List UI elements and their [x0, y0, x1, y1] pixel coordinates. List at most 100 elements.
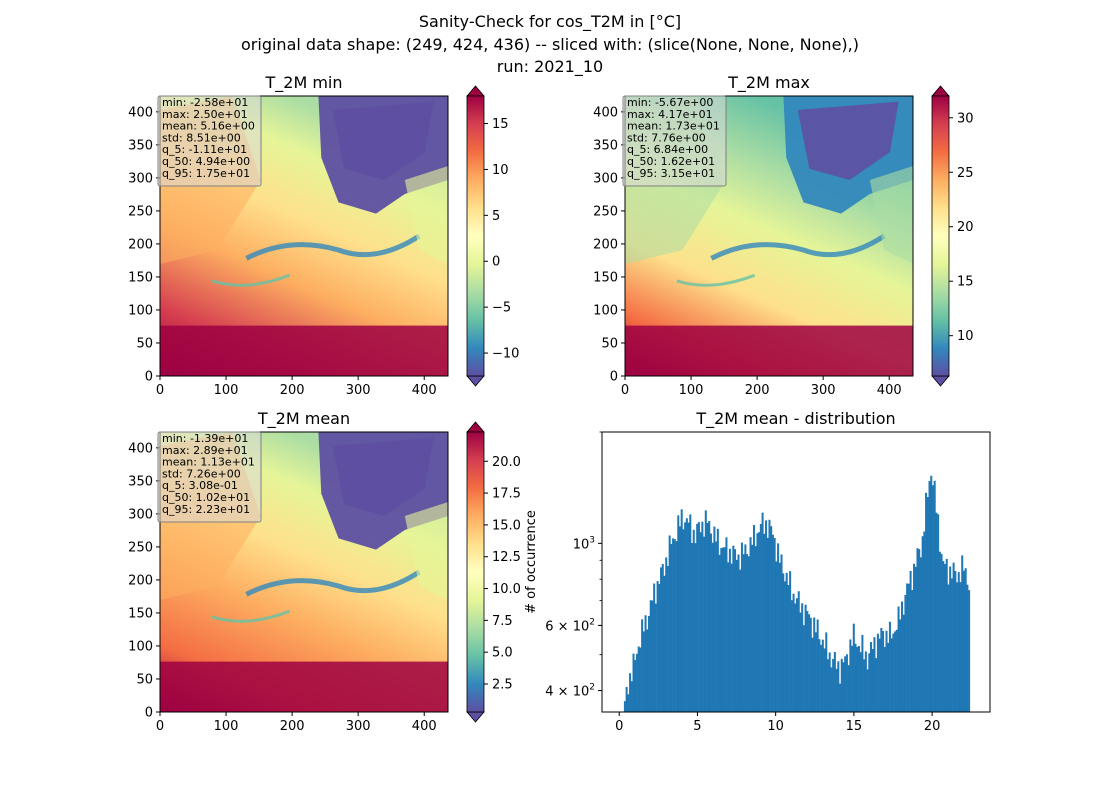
mean-x-tick-label: 400: [412, 719, 437, 734]
min-stat-line: min: -2.58e+01: [162, 96, 248, 109]
panel-distribution: T_2M mean - distribution 0 5 10 15 20 103 6 × 1…: [524, 409, 991, 734]
histogram-bar: [844, 656, 847, 712]
histogram-bar: [911, 590, 914, 712]
histogram-bar: [935, 512, 938, 712]
histogram-bar: [666, 565, 669, 712]
min-y-tick-label: 200: [128, 237, 153, 252]
mean-x-tick-label: 200: [280, 719, 305, 734]
histogram-bar: [675, 541, 678, 712]
histogram-bar: [783, 581, 786, 712]
histogram-bar: [732, 545, 735, 712]
min-x-tick-label: 200: [280, 383, 305, 398]
histogram-bar: [704, 510, 707, 712]
histogram-bar: [888, 621, 891, 712]
max-x-tick-label: 300: [811, 383, 836, 398]
histogram-bar: [727, 562, 730, 712]
histogram-bar: [818, 639, 821, 712]
histogram-bar: [851, 645, 854, 712]
histogram-bar: [837, 661, 840, 712]
mean-axes-frame: [159, 431, 449, 713]
histogram-bar: [692, 529, 695, 712]
histogram-bar: [849, 639, 852, 712]
histogram-bar: [873, 637, 876, 712]
histogram-bar: [882, 631, 885, 712]
histogram-bar: [632, 653, 635, 712]
max-y-tick-label: 200: [593, 237, 618, 252]
distribution-panel-title: T_2M mean - distribution: [695, 409, 895, 429]
histogram-bar: [899, 619, 902, 712]
max-colorbar-tick-label: 20: [957, 220, 974, 235]
histogram-bar: [765, 520, 768, 712]
max-stat-line: q_5: 6.84e+00: [627, 143, 708, 156]
histogram-bar: [746, 554, 749, 712]
histogram-bar: [720, 548, 723, 712]
max-colorbar: 10 15 20 25 30: [931, 85, 974, 387]
histogram-bar: [734, 549, 737, 712]
min-x-tick-label: 300: [346, 383, 371, 398]
min-stat-line: mean: 5.16e+00: [162, 120, 255, 133]
histogram-bar: [952, 562, 955, 712]
max-stat-line: max: 4.17e+01: [627, 108, 713, 121]
max-stat-line: mean: 1.73e+01: [627, 120, 720, 133]
histogram-bar: [820, 644, 823, 712]
min-stat-line: std: 8.51e+00: [162, 131, 241, 144]
histogram-bar: [852, 623, 855, 712]
max-y-tick-label: 150: [593, 270, 618, 285]
histogram-bar: [785, 572, 788, 712]
figure-title-line-2: original data shape: (249, 424, 436) -- …: [241, 35, 859, 54]
mean-x-tick-label: 100: [214, 719, 239, 734]
histogram-bar: [687, 522, 690, 712]
histogram-bar: [665, 557, 668, 712]
histogram-bar: [623, 701, 626, 712]
max-y-tick-label: 50: [601, 336, 618, 351]
histogram-bar: [823, 648, 826, 712]
min-stat-line: max: 2.50e+01: [162, 108, 248, 121]
histogram-bar: [871, 649, 874, 712]
histogram-bar: [656, 581, 659, 712]
histogram-bar: [713, 526, 716, 712]
histogram-bar: [949, 566, 952, 712]
histogram-bar: [957, 572, 960, 712]
histogram-bar: [703, 536, 706, 712]
histogram-bar: [885, 630, 888, 712]
histogram-bar: [947, 584, 950, 712]
histogram-bar: [944, 563, 947, 712]
histogram-bar: [826, 659, 829, 712]
histogram-bar: [761, 512, 764, 712]
min-axes-frame: [159, 95, 449, 377]
histogram-bar: [711, 542, 714, 712]
min-panel-title: T_2M min: [264, 73, 342, 93]
mean-panel-title: T_2M mean: [257, 409, 350, 429]
histogram-bar: [962, 570, 965, 712]
histogram-bar: [906, 583, 909, 712]
histogram-bar: [646, 629, 649, 712]
histogram-bar: [913, 563, 916, 712]
histogram-bar: [928, 481, 931, 712]
histogram-bar: [861, 634, 864, 712]
histogram-bar: [725, 537, 728, 712]
max-colorbar-tick-label: 30: [957, 111, 974, 126]
histogram-bar: [684, 522, 687, 712]
histogram-bar: [699, 532, 702, 712]
histogram-bar: [792, 593, 795, 712]
histogram-bar: [892, 633, 895, 712]
histogram-bar: [642, 631, 645, 712]
mean-y-tick-label: 250: [128, 540, 153, 555]
min-y-tick-label: 100: [128, 303, 153, 318]
histogram-bar: [766, 537, 769, 712]
mean-y-tick-label: 50: [136, 672, 153, 687]
histogram-bar: [797, 591, 800, 712]
histogram-bar: [956, 582, 959, 712]
histogram-bar: [887, 642, 890, 712]
mean-colorbar-tick-label: 5.0: [492, 646, 513, 661]
mean-y-tick-label: 0: [145, 706, 153, 721]
histogram-bar: [907, 583, 910, 712]
distribution-x-tick-label: 20: [924, 719, 941, 734]
min-y-tick-label: 250: [128, 204, 153, 219]
histogram-bar: [689, 514, 692, 712]
max-y-tick-label: 350: [593, 138, 618, 153]
histogram-bar: [897, 606, 900, 712]
histogram-bar: [740, 542, 743, 712]
histogram-bar: [830, 667, 833, 712]
